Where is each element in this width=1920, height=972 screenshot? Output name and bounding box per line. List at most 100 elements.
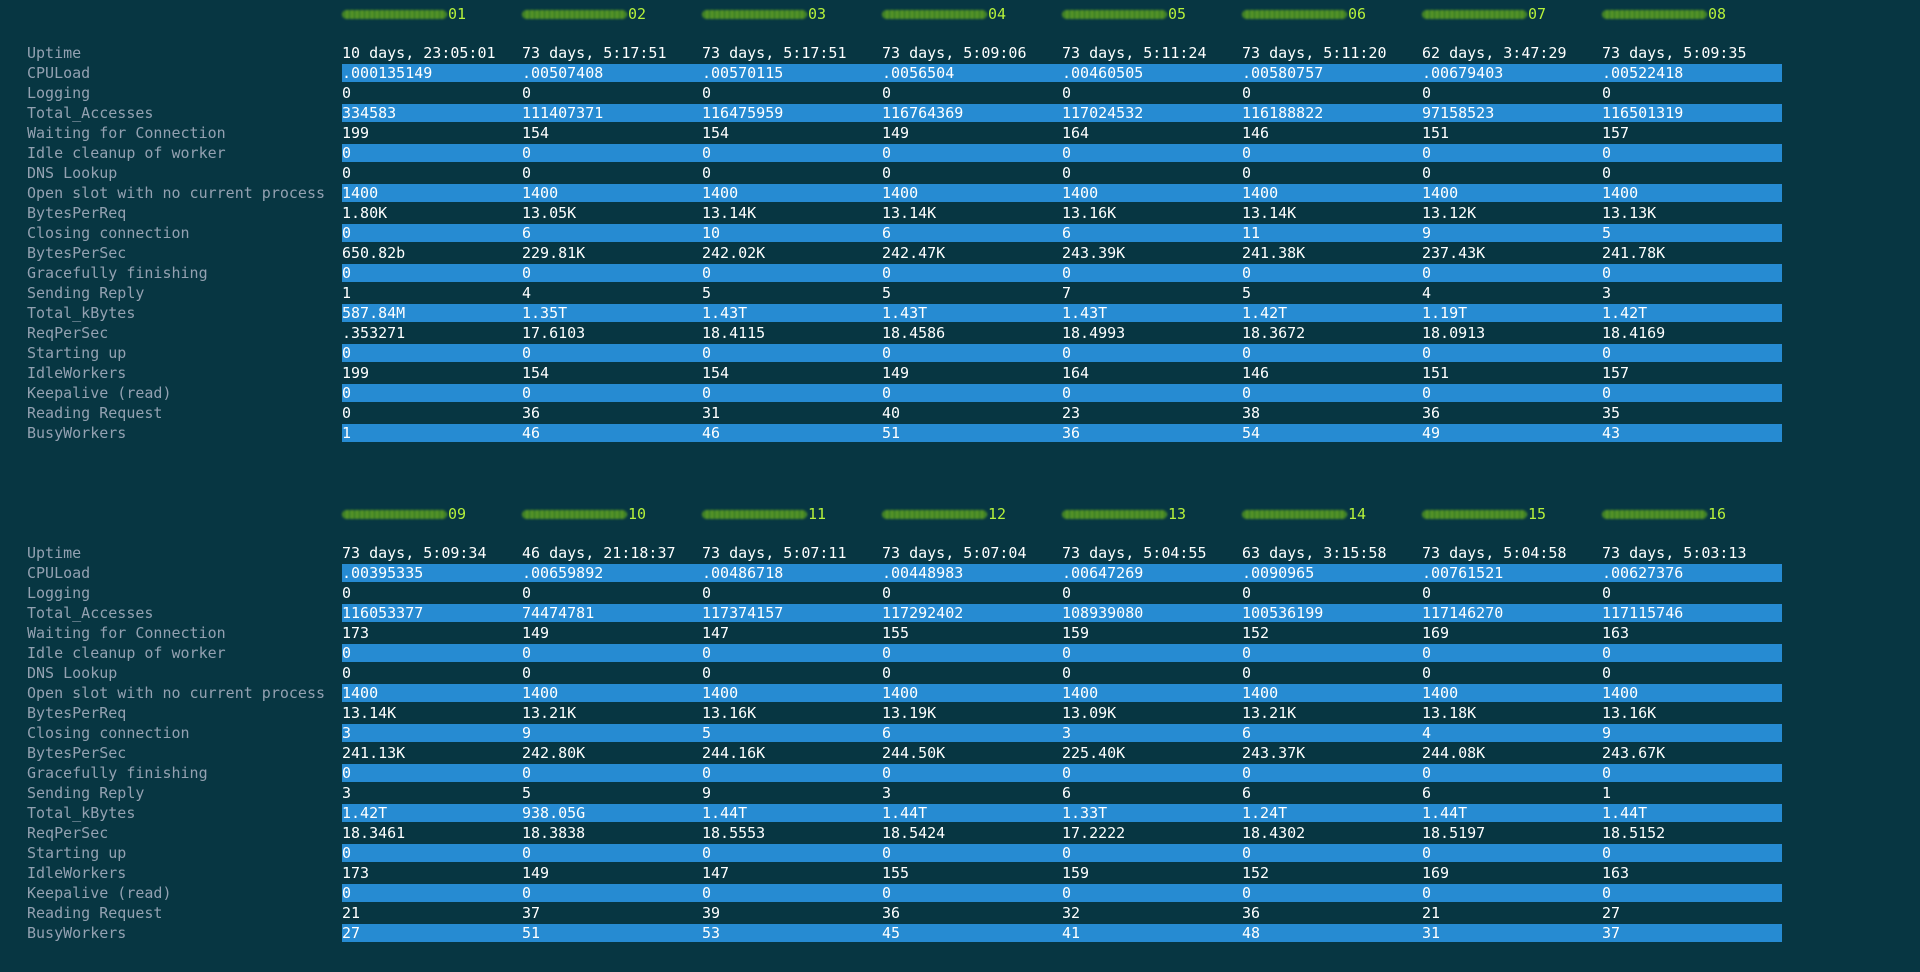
redacted-hostname-prefix bbox=[1602, 510, 1707, 519]
metric-value: 74474781 bbox=[522, 604, 595, 622]
metric-row: Open slot with no current process 1400 140… bbox=[0, 183, 1920, 203]
metric-value: 36 bbox=[522, 404, 541, 422]
metric-label: Starting up bbox=[27, 844, 127, 862]
metric-value: 0 bbox=[1422, 764, 1432, 782]
metric-value: 0 bbox=[1242, 584, 1252, 602]
metric-value: 1400 bbox=[702, 184, 739, 202]
metric-label: Reading Request bbox=[27, 904, 163, 922]
host-header-row: 01 02 03 04 05 06 07 08 bbox=[0, 4, 1920, 24]
metric-value: 0 bbox=[882, 584, 892, 602]
metric-label: ReqPerSec bbox=[27, 824, 109, 842]
host-suffix: 07 bbox=[1528, 5, 1547, 23]
metric-value: 18.4115 bbox=[702, 324, 766, 342]
metric-value: 0 bbox=[1242, 764, 1252, 782]
redacted-hostname-prefix bbox=[702, 10, 807, 19]
metric-label: Total_kBytes bbox=[27, 304, 136, 322]
metric-value: 0 bbox=[1062, 344, 1072, 362]
metric-value: 0 bbox=[1242, 844, 1252, 862]
metric-value: 18.3461 bbox=[342, 824, 406, 842]
metric-value: 73 days, 5:07:04 bbox=[882, 544, 1027, 562]
metric-value: 43 bbox=[1602, 424, 1621, 442]
metric-row: Reading Request 21 37 39 36 32 36 21 27 bbox=[0, 903, 1920, 923]
metric-value: 13.16K bbox=[1062, 204, 1117, 222]
metric-value: 0 bbox=[1242, 384, 1252, 402]
metric-value: 51 bbox=[522, 924, 541, 942]
metric-value: 5 bbox=[1242, 284, 1252, 302]
metric-value: 0 bbox=[1242, 264, 1252, 282]
metric-value: 18.5424 bbox=[882, 824, 946, 842]
metric-value: .00395335 bbox=[342, 564, 424, 582]
metric-value: 5 bbox=[522, 784, 532, 802]
metric-row: Uptime 10 days, 23:05:01 73 days, 5:17:51 7… bbox=[0, 43, 1920, 63]
host-name: 14 bbox=[1242, 504, 1366, 524]
metric-value: 1.42T bbox=[1242, 304, 1288, 322]
metric-value: .0056504 bbox=[882, 64, 955, 82]
metric-label: BusyWorkers bbox=[27, 924, 127, 942]
metric-value: 0 bbox=[522, 344, 532, 362]
host-suffix: 09 bbox=[448, 505, 467, 523]
metric-value: 13.16K bbox=[1602, 704, 1657, 722]
host-name: 07 bbox=[1422, 4, 1546, 24]
metric-label: Total_kBytes bbox=[27, 804, 136, 822]
metric-value: 154 bbox=[522, 364, 550, 382]
metric-value: 13.18K bbox=[1422, 704, 1477, 722]
redacted-hostname-prefix bbox=[1242, 510, 1347, 519]
metric-value: 0 bbox=[882, 764, 892, 782]
metric-value: 938.05G bbox=[522, 804, 586, 822]
metric-value: .0090965 bbox=[1242, 564, 1315, 582]
redacted-hostname-prefix bbox=[882, 10, 987, 19]
metric-value: 46 days, 21:18:37 bbox=[522, 544, 676, 562]
host-suffix: 02 bbox=[628, 5, 647, 23]
metric-value: 73 days, 5:04:55 bbox=[1062, 544, 1207, 562]
metric-value: 35 bbox=[1602, 404, 1621, 422]
metric-value: 6 bbox=[1062, 224, 1072, 242]
metric-value: 0 bbox=[342, 144, 352, 162]
metric-value: 49 bbox=[1422, 424, 1441, 442]
metric-label: DNS Lookup bbox=[27, 164, 118, 182]
metric-value: 116188822 bbox=[1242, 104, 1324, 122]
metric-row: Gracefully finishing 0 0 0 0 0 0 0 0 bbox=[0, 763, 1920, 783]
host-suffix: 16 bbox=[1708, 505, 1727, 523]
metric-value: 0 bbox=[1602, 144, 1612, 162]
metric-value: 1400 bbox=[1242, 684, 1279, 702]
metric-value: .00448983 bbox=[882, 564, 964, 582]
metric-row: Uptime 73 days, 5:09:34 46 days, 21:18:37 7… bbox=[0, 543, 1920, 563]
metric-value: 73 days, 5:04:58 bbox=[1422, 544, 1567, 562]
metric-value: 0 bbox=[1062, 844, 1072, 862]
metric-value: 36 bbox=[1242, 904, 1261, 922]
metric-value: 1.43T bbox=[882, 304, 928, 322]
row-highlight bbox=[342, 64, 1782, 82]
metric-label: BytesPerReq bbox=[27, 204, 127, 222]
metric-value: 17.6103 bbox=[522, 324, 586, 342]
metric-value: 163 bbox=[1602, 624, 1630, 642]
metric-value: 149 bbox=[522, 624, 550, 642]
metric-row: Closing connection 3 9 5 6 3 6 4 9 bbox=[0, 723, 1920, 743]
metric-value: 0 bbox=[702, 664, 712, 682]
metric-value: 0 bbox=[702, 884, 712, 902]
row-highlight bbox=[342, 384, 1782, 402]
metric-value: 40 bbox=[882, 404, 901, 422]
metric-value: 241.78K bbox=[1602, 244, 1666, 262]
metric-value: 23 bbox=[1062, 404, 1081, 422]
metric-value: 4 bbox=[1422, 724, 1432, 742]
redacted-hostname-prefix bbox=[702, 510, 807, 519]
metric-label: Logging bbox=[27, 84, 91, 102]
metric-value: 1 bbox=[1602, 784, 1612, 802]
metric-value: 169 bbox=[1422, 624, 1450, 642]
metric-value: 0 bbox=[342, 384, 352, 402]
metric-row: Keepalive (read) 0 0 0 0 0 0 0 0 bbox=[0, 883, 1920, 903]
host-name: 04 bbox=[882, 4, 1006, 24]
metric-value: 0 bbox=[702, 764, 712, 782]
metric-value: 5 bbox=[1602, 224, 1612, 242]
metric-value: 73 days, 5:09:34 bbox=[342, 544, 487, 562]
metric-value: 1.44T bbox=[1422, 804, 1468, 822]
metric-value: 39 bbox=[702, 904, 721, 922]
metric-value: 0 bbox=[1242, 884, 1252, 902]
metric-value: 73 days, 5:07:11 bbox=[702, 544, 847, 562]
metric-value: 51 bbox=[882, 424, 901, 442]
metric-value: 146 bbox=[1242, 364, 1270, 382]
metric-value: 0 bbox=[342, 164, 352, 182]
metric-row: BytesPerSec 241.13K 242.80K 244.16K 244.50K 2… bbox=[0, 743, 1920, 763]
metric-value: 147 bbox=[702, 864, 730, 882]
metric-value: 7 bbox=[1062, 284, 1072, 302]
